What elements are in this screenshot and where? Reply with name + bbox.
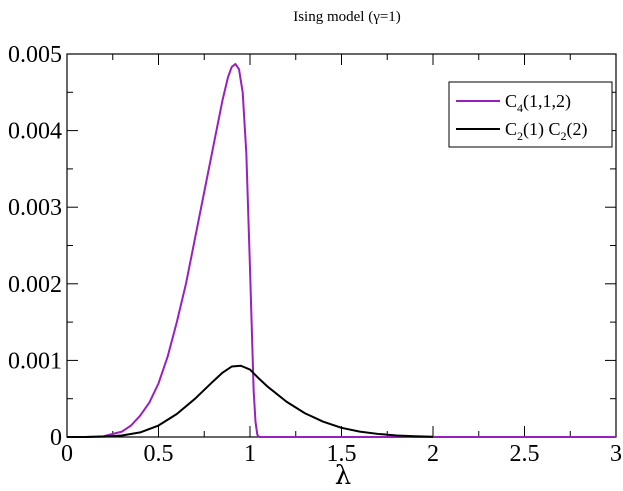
y-tick-label: 0.001 <box>8 348 62 374</box>
legend-box <box>448 81 613 148</box>
series-layer <box>67 62 616 438</box>
x-tick-label: 3 <box>610 441 622 467</box>
x-tick-label: 1 <box>244 441 256 467</box>
x-tick-label: 0.5 <box>144 441 174 467</box>
tick-labels: 0 0.5 1 1.5 2 2.5 3 0 0.001 0.002 0.003 0.004 0.005 <box>8 42 622 467</box>
x-axis-label: λ <box>335 461 351 491</box>
legend-entry-c2c2: C2(1) C2(2) <box>505 119 588 143</box>
y-tick-label: 0.004 <box>8 119 62 145</box>
legend: C4(1,1,2) C2(1) C2(2) <box>448 81 613 148</box>
y-tick-label: 0 <box>50 425 62 451</box>
series-line-1 <box>67 364 434 438</box>
x-tick-label: 1.5 <box>327 441 357 467</box>
chart-title: Ising model (γ=1) <box>293 9 401 25</box>
x-tick-label: 0 <box>61 441 73 467</box>
legend-entry-c4: C4(1,1,2) <box>505 91 571 115</box>
y-tick-label: 0.005 <box>8 42 62 68</box>
y-tick-label: 0.003 <box>8 195 62 221</box>
x-tick-label: 2.5 <box>510 441 540 467</box>
y-tick-label: 0.002 <box>8 272 62 298</box>
series-line-0 <box>76 62 616 438</box>
x-tick-label: 2 <box>427 441 439 467</box>
